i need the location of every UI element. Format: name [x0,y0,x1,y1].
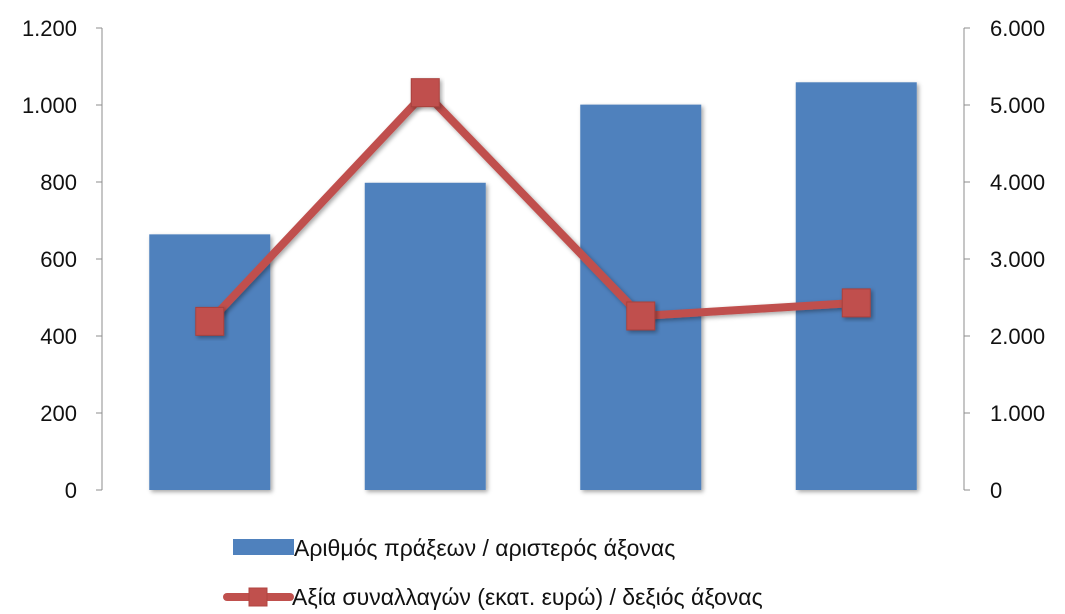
left-tick-label: 800 [40,170,77,195]
bar [795,82,917,490]
bar [364,182,486,490]
line-point-marker [195,306,225,336]
legend-line-label: Αξία συναλλαγών (εκατ. ευρώ) / δεξιός άξ… [292,584,763,610]
right-tick-label: 5.000 [990,93,1045,118]
left-tick-label: 400 [40,324,77,349]
series-line [206,86,857,325]
right-tick-label: 4.000 [990,170,1045,195]
left-y-axis: 0 200 400 600 800 1.000 1.200 [22,16,103,503]
legend-line-marker [248,587,268,607]
line-point-marker [841,288,871,318]
left-tick-label: 1.200 [22,16,77,41]
left-tick-label: 600 [40,247,77,272]
line-point-marker [410,78,440,108]
left-tick-label: 0 [65,478,77,503]
right-tick-label: 1.000 [990,401,1045,426]
bar [580,104,702,491]
left-tick-label: 1.000 [22,93,77,118]
line-series [195,78,871,336]
legend-bar-swatch [233,539,294,555]
right-y-axis: 0 1.000 2.000 3.000 4.000 5.000 6.000 [963,16,1045,503]
right-tick-label: 6.000 [990,16,1045,41]
right-tick-label: 2.000 [990,324,1045,349]
legend: Αριθμός πράξεων / αριστερός άξονας Αξία … [223,535,763,610]
left-tick-label: 200 [40,401,77,426]
bar-series [149,82,917,491]
legend-bar-label: Αριθμός πράξεων / αριστερός άξονας [294,535,675,561]
line-point-marker [626,301,656,331]
right-tick-label: 3.000 [990,247,1045,272]
right-tick-label: 0 [990,478,1002,503]
